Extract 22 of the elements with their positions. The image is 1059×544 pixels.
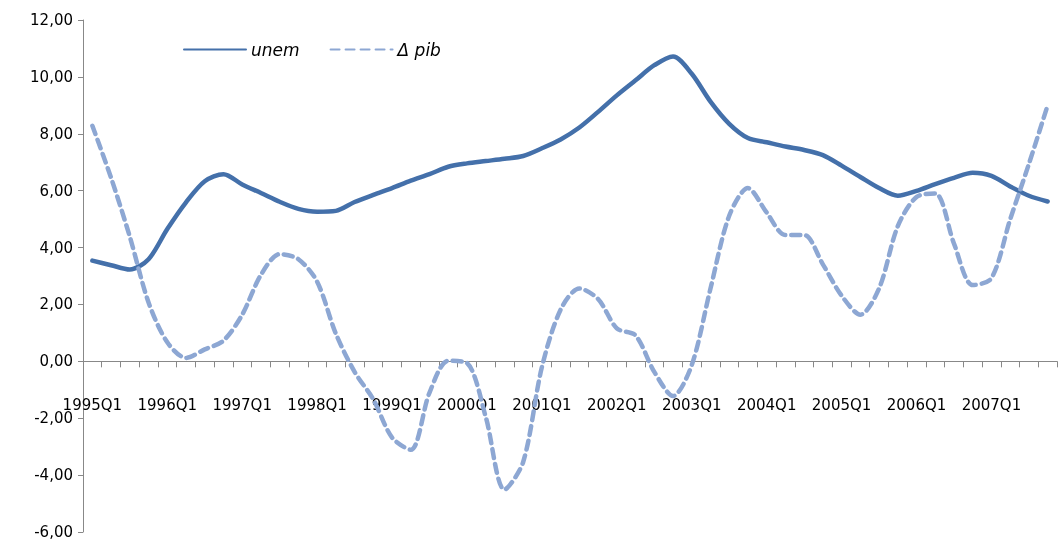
- legend-label: Δ pib: [395, 39, 441, 60]
- y-tick-label: 6,00: [39, 181, 73, 200]
- y-tick-label: 12,00: [30, 11, 73, 29]
- y-tick-label: -2,00: [34, 409, 73, 428]
- x-tick-label: 1997Q1: [212, 395, 272, 414]
- x-tick-label: 1996Q1: [137, 395, 198, 414]
- x-tick-label: 2006Q1: [886, 395, 947, 414]
- y-tick-label: 8,00: [39, 124, 73, 143]
- x-tick-label: 2004Q1: [736, 395, 797, 414]
- y-tick-label: 10,00: [30, 67, 73, 86]
- x-tick-label: 2003Q1: [661, 395, 722, 414]
- x-tick-label: 2007Q1: [961, 395, 1022, 414]
- legend-label: unem: [251, 39, 300, 60]
- y-tick-label: 0,00: [39, 352, 73, 371]
- x-tick-label: 2001Q1: [512, 395, 572, 414]
- x-tick-label: 1998Q1: [287, 395, 347, 414]
- x-tick-label: 2005Q1: [811, 395, 872, 414]
- y-tick-label: 4,00: [39, 238, 73, 257]
- y-tick-label: -4,00: [34, 466, 73, 485]
- y-tick-label: 2,00: [39, 295, 73, 314]
- y-tick-label: -6,00: [34, 523, 73, 541]
- x-tick-label: 2002Q1: [587, 395, 647, 414]
